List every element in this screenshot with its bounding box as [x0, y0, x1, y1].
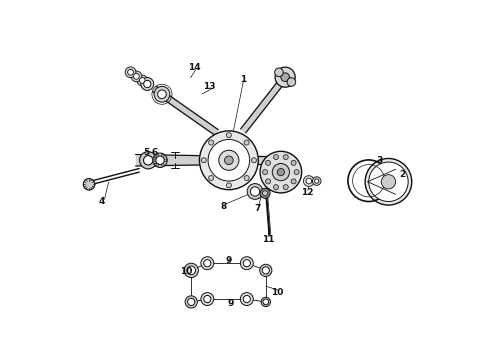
- Text: 11: 11: [262, 235, 274, 244]
- Circle shape: [368, 162, 408, 202]
- Circle shape: [140, 152, 157, 169]
- Text: 9: 9: [226, 256, 232, 265]
- Circle shape: [161, 154, 164, 157]
- Circle shape: [262, 267, 270, 274]
- Circle shape: [263, 299, 269, 305]
- Circle shape: [365, 158, 412, 205]
- Circle shape: [226, 183, 231, 188]
- Circle shape: [277, 168, 285, 176]
- Circle shape: [199, 131, 258, 190]
- Circle shape: [156, 154, 159, 157]
- Circle shape: [208, 139, 250, 181]
- Circle shape: [128, 69, 133, 75]
- Text: 1: 1: [240, 75, 246, 84]
- Circle shape: [201, 293, 214, 306]
- Polygon shape: [241, 75, 288, 133]
- Circle shape: [156, 163, 159, 166]
- Circle shape: [381, 175, 395, 189]
- Circle shape: [184, 263, 198, 278]
- Circle shape: [251, 158, 256, 163]
- Circle shape: [140, 78, 145, 83]
- Circle shape: [313, 177, 321, 185]
- Polygon shape: [153, 86, 218, 135]
- Circle shape: [164, 159, 167, 162]
- Circle shape: [187, 266, 196, 275]
- Circle shape: [153, 159, 156, 162]
- Text: 9: 9: [227, 299, 234, 308]
- Circle shape: [287, 78, 295, 86]
- Circle shape: [283, 154, 288, 159]
- Text: 10: 10: [180, 267, 192, 276]
- Circle shape: [209, 140, 214, 145]
- Circle shape: [185, 296, 197, 308]
- Circle shape: [156, 156, 164, 165]
- Circle shape: [125, 67, 136, 78]
- Circle shape: [272, 163, 290, 181]
- Circle shape: [247, 184, 263, 199]
- Circle shape: [152, 157, 158, 163]
- Circle shape: [240, 293, 253, 306]
- Text: 12: 12: [301, 188, 314, 197]
- Circle shape: [260, 151, 302, 193]
- Circle shape: [243, 260, 250, 267]
- Circle shape: [209, 176, 214, 180]
- Circle shape: [260, 264, 272, 276]
- Circle shape: [273, 185, 278, 190]
- Circle shape: [266, 160, 270, 165]
- Circle shape: [137, 75, 147, 86]
- Circle shape: [153, 153, 167, 167]
- Circle shape: [303, 176, 314, 186]
- Text: 13: 13: [203, 82, 216, 91]
- Circle shape: [204, 260, 211, 267]
- Circle shape: [274, 68, 283, 77]
- Text: 7: 7: [254, 204, 261, 213]
- Circle shape: [224, 156, 233, 165]
- Circle shape: [294, 170, 299, 175]
- Text: 3: 3: [376, 156, 383, 165]
- Circle shape: [154, 86, 170, 102]
- Circle shape: [315, 179, 319, 183]
- Circle shape: [263, 170, 268, 175]
- Text: 2: 2: [400, 170, 406, 179]
- Circle shape: [240, 257, 253, 270]
- Circle shape: [266, 179, 270, 184]
- Text: 10: 10: [271, 288, 283, 297]
- Circle shape: [306, 178, 312, 184]
- Circle shape: [273, 154, 278, 159]
- Circle shape: [261, 297, 270, 307]
- Circle shape: [144, 156, 153, 165]
- Circle shape: [201, 257, 214, 270]
- Circle shape: [263, 191, 268, 196]
- Circle shape: [244, 176, 249, 180]
- Circle shape: [275, 67, 295, 87]
- Circle shape: [260, 188, 270, 198]
- Circle shape: [226, 133, 231, 138]
- Text: 6: 6: [151, 148, 158, 157]
- Circle shape: [281, 73, 290, 81]
- Text: 14: 14: [189, 63, 201, 72]
- Circle shape: [250, 187, 260, 196]
- Circle shape: [144, 80, 151, 87]
- Circle shape: [161, 163, 164, 166]
- Circle shape: [291, 160, 296, 165]
- Circle shape: [243, 296, 250, 303]
- Circle shape: [134, 73, 139, 79]
- Text: 4: 4: [98, 197, 105, 206]
- Circle shape: [291, 179, 296, 184]
- Text: 8: 8: [220, 202, 226, 211]
- Circle shape: [158, 90, 166, 99]
- Circle shape: [283, 185, 288, 190]
- Text: 5: 5: [143, 148, 149, 157]
- Circle shape: [83, 179, 95, 190]
- Circle shape: [244, 140, 249, 145]
- Circle shape: [131, 71, 142, 82]
- Circle shape: [188, 298, 195, 306]
- Circle shape: [204, 296, 211, 303]
- Circle shape: [201, 158, 206, 163]
- Circle shape: [219, 150, 239, 170]
- Circle shape: [141, 77, 154, 90]
